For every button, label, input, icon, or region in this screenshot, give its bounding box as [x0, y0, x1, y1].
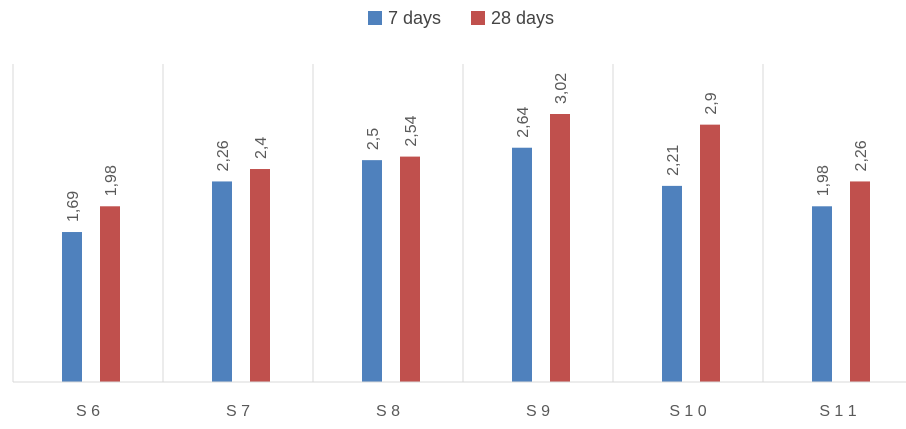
- bar-s9-series-2: [550, 114, 570, 382]
- x-tick-label-s6: S 6: [76, 403, 100, 420]
- bar-s10-series-1: [662, 185, 682, 382]
- data-label-s8-series-1: 2,5: [365, 128, 382, 150]
- bar-s11-series-1: [812, 206, 832, 382]
- bar-s10-series-2: [700, 124, 720, 382]
- bar-s8-series-2: [400, 156, 420, 382]
- data-label-s9-series-1: 2,64: [515, 106, 532, 137]
- data-labels-group: 1,69 1,98 2,26 2,4 2,5 2,54 2,64 3,02 2,21 2,9 1,9…: [65, 73, 870, 222]
- data-label-s6-series-2: 1,98: [103, 165, 120, 196]
- x-tick-label-s11: S 1 1: [819, 403, 856, 420]
- bar-s6-series-1: [62, 232, 82, 382]
- x-tick-label-s10: S 1 0: [669, 403, 706, 420]
- bar-s6-series-2: [100, 206, 120, 382]
- data-label-s10-series-2: 2,9: [703, 92, 720, 114]
- data-label-s6-series-1: 1,69: [65, 191, 82, 222]
- x-tick-label-s7: S 7: [226, 403, 250, 420]
- data-label-s11-series-1: 1,98: [815, 165, 832, 196]
- x-tick-labels: S 6 S 7 S 8 S 9 S 1 0 S 1 1: [76, 403, 857, 420]
- data-label-s9-series-2: 3,02: [553, 73, 570, 104]
- chart-legend: 7 days 28 days: [368, 8, 554, 28]
- bar-s11-series-2: [850, 181, 870, 382]
- data-label-s7-series-2: 2,4: [253, 137, 270, 159]
- bars-group: [62, 114, 870, 382]
- data-label-s7-series-1: 2,26: [215, 140, 232, 171]
- legend-swatch-2: [471, 11, 485, 25]
- legend-swatch-1: [368, 11, 382, 25]
- legend-label-1: 7 days: [388, 8, 441, 28]
- bar-s8-series-1: [362, 160, 382, 382]
- data-label-s11-series-2: 2,26: [853, 140, 870, 171]
- x-tick-label-s9: S 9: [526, 403, 550, 420]
- bar-s9-series-1: [512, 147, 532, 382]
- data-label-s8-series-2: 2,54: [403, 115, 420, 146]
- data-label-s10-series-1: 2,21: [665, 145, 682, 176]
- bar-s7-series-1: [212, 181, 232, 382]
- bar-s7-series-2: [250, 169, 270, 382]
- legend-label-2: 28 days: [491, 8, 554, 28]
- x-tick-label-s8: S 8: [376, 403, 400, 420]
- category-separators: [12, 64, 764, 382]
